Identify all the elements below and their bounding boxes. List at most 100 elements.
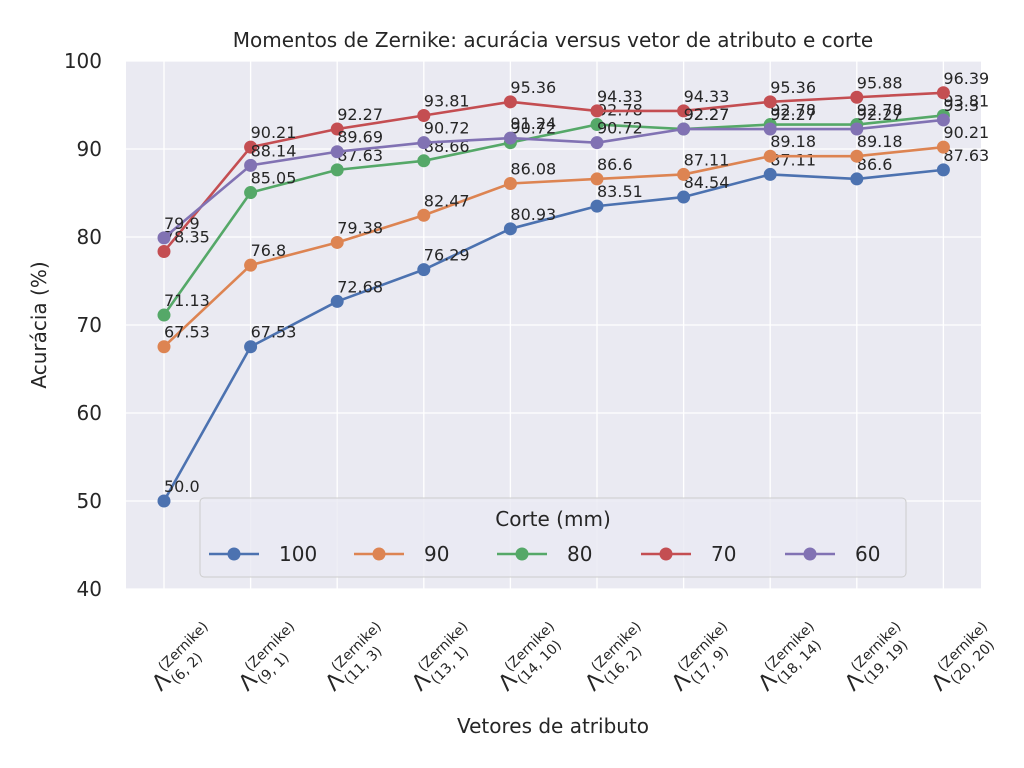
- x-tick-label: Λ(Zernike)(9, 1): [234, 619, 298, 697]
- data-point: [330, 163, 344, 177]
- y-tick-labels: 40 50 60 70 80 90 100: [64, 49, 102, 601]
- data-point: [417, 108, 431, 122]
- data-label: 95.88: [857, 73, 903, 92]
- data-point: [244, 186, 258, 200]
- data-label: 89.18: [770, 132, 816, 151]
- data-point: [850, 172, 864, 186]
- data-label: 67.53: [251, 323, 297, 342]
- y-tick-label: 90: [77, 137, 102, 161]
- series-70: 78.35 90.21 92.27 93.81 95.36 94.33 94.33 95.36…: [157, 69, 989, 259]
- data-point: [330, 235, 344, 249]
- data-point: [157, 494, 171, 508]
- data-point: [936, 86, 950, 100]
- data-label: 94.33: [684, 87, 730, 106]
- data-label: 92.27: [337, 105, 383, 124]
- data-label: 93.81: [424, 91, 470, 110]
- data-label: 90.72: [424, 119, 470, 138]
- series-line: [162, 168, 944, 502]
- data-point: [417, 136, 431, 150]
- data-point: [503, 222, 517, 236]
- legend-title: Corte (mm): [495, 507, 611, 531]
- y-axis-label: Acurácia (%): [27, 261, 51, 388]
- data-label: 92.78: [770, 101, 816, 120]
- x-tick-label: Λ(Zernike)(6, 2): [148, 619, 212, 697]
- series-line: [162, 91, 944, 253]
- data-point: [503, 95, 517, 109]
- data-label: 71.13: [164, 291, 210, 310]
- data-point: [677, 167, 691, 181]
- data-label: 82.47: [424, 191, 470, 210]
- data-label: 95.36: [770, 78, 816, 97]
- data-point: [244, 158, 258, 172]
- data-point: [157, 231, 171, 245]
- data-label: 85.05: [251, 169, 297, 188]
- legend-swatch-marker: [227, 547, 241, 561]
- y-tick-label: 50: [77, 489, 102, 513]
- data-point: [677, 122, 691, 136]
- data-point: [763, 95, 777, 109]
- x-tick-label: Λ(Zernike)(14, 10): [494, 619, 565, 697]
- data-point: [850, 149, 864, 163]
- legend-label: 90: [424, 542, 449, 566]
- data-point: [677, 190, 691, 204]
- data-point: [417, 154, 431, 168]
- data-point: [157, 308, 171, 322]
- data-label: 86.6: [857, 155, 893, 174]
- data-label: 87.11: [684, 150, 730, 169]
- data-label: 79.38: [337, 218, 383, 237]
- y-tick-label: 40: [77, 577, 102, 601]
- series-line: [162, 114, 944, 316]
- data-label: 87.63: [943, 146, 989, 165]
- data-label: 80.93: [510, 205, 556, 224]
- data-label: 90.21: [251, 123, 297, 142]
- data-point: [590, 118, 604, 132]
- data-label: 78.35: [164, 228, 210, 247]
- x-tick-labels: Λ(Zernike)(6, 2) Λ(Zernike)(9, 1) Λ(Zernik…: [148, 619, 998, 697]
- data-label: 92.27: [857, 105, 903, 124]
- data-point: [503, 131, 517, 145]
- data-point: [157, 340, 171, 354]
- data-label: 91.24: [510, 114, 556, 133]
- data-label: 88.14: [251, 141, 297, 160]
- data-point: [763, 167, 777, 181]
- data-point: [244, 340, 258, 354]
- data-point: [850, 90, 864, 104]
- legend-label: 100: [279, 542, 317, 566]
- data-point: [590, 104, 604, 118]
- data-point: [590, 199, 604, 213]
- series-line: [163, 118, 944, 239]
- x-tick-label: Λ(Zernike)(16, 2): [581, 619, 646, 697]
- data-label: 92.78: [857, 101, 903, 120]
- data-point: [244, 258, 258, 272]
- y-tick-label: 100: [64, 49, 102, 73]
- data-label: 90.21: [943, 123, 989, 142]
- legend-item-80: 80: [497, 542, 592, 566]
- data-label: 90.72: [510, 119, 556, 138]
- x-tick-label: Λ(Zernike)(11, 3): [321, 619, 386, 697]
- data-label: 79.9: [164, 214, 200, 233]
- data-label: 89.69: [337, 128, 383, 147]
- data-label: 92.27: [770, 105, 816, 124]
- data-point: [590, 136, 604, 150]
- data-label: 94.33: [597, 87, 643, 106]
- data-point: [417, 208, 431, 222]
- data-label: 86.08: [510, 159, 556, 178]
- data-label: 87.11: [770, 150, 816, 169]
- data-point: [157, 245, 171, 259]
- data-label: 93.3: [943, 96, 979, 115]
- y-tick-label: 70: [77, 313, 102, 337]
- data-point: [330, 294, 344, 308]
- data-point: [244, 140, 258, 154]
- legend-label: 60: [855, 542, 880, 566]
- data-label: 76.29: [424, 246, 470, 265]
- data-point: [850, 122, 864, 136]
- data-label: 84.54: [684, 173, 730, 192]
- legend-swatch-marker: [372, 547, 386, 561]
- legend-swatch-marker: [659, 547, 673, 561]
- data-point: [330, 122, 344, 136]
- data-point: [590, 172, 604, 186]
- data-label: 72.68: [337, 277, 383, 296]
- data-label: 50.0: [164, 477, 200, 496]
